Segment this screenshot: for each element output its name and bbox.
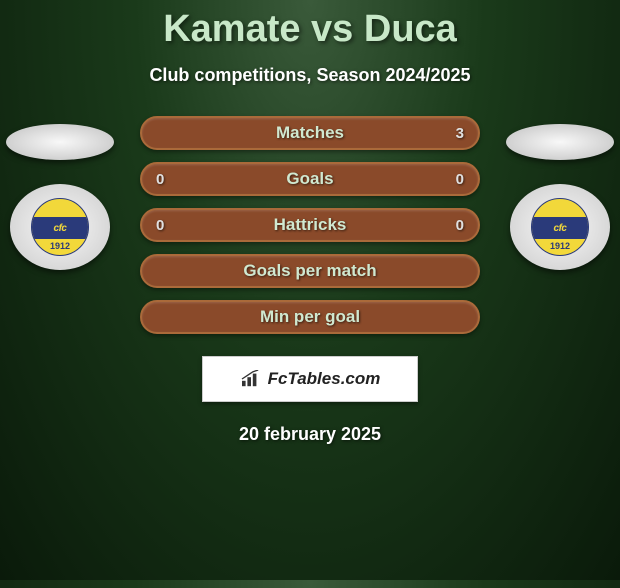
brand-label: FcTables.com bbox=[268, 369, 381, 389]
avatar-placeholder-right bbox=[506, 124, 614, 160]
stat-label: Goals bbox=[286, 169, 333, 189]
club-badge-left: cfc 1912 bbox=[10, 184, 110, 270]
stat-right-value: 0 bbox=[456, 217, 464, 234]
page-subtitle: Club competitions, Season 2024/2025 bbox=[0, 65, 620, 86]
stat-label: Hattricks bbox=[274, 215, 347, 235]
stat-left-value: 0 bbox=[156, 217, 164, 234]
footer-date: 20 february 2025 bbox=[0, 424, 620, 445]
stat-row-goals: 0 Goals 0 bbox=[140, 162, 480, 196]
stat-row-min-per-goal: Min per goal bbox=[140, 300, 480, 334]
stat-row-hattricks: 0 Hattricks 0 bbox=[140, 208, 480, 242]
page-title: Kamate vs Duca bbox=[0, 8, 620, 51]
stat-row-goals-per-match: Goals per match bbox=[140, 254, 480, 288]
club-year-left: 1912 bbox=[32, 241, 88, 251]
stat-left-value: 0 bbox=[156, 171, 164, 188]
stat-label: Min per goal bbox=[260, 307, 360, 327]
club-year-right: 1912 bbox=[532, 241, 588, 251]
club-crest-text-left: cfc bbox=[54, 223, 67, 234]
bar-chart-icon bbox=[240, 370, 262, 388]
club-crest-left: cfc 1912 bbox=[31, 198, 89, 256]
stat-right-value: 3 bbox=[456, 125, 464, 142]
brand-box[interactable]: FcTables.com bbox=[202, 356, 418, 402]
stat-right-value: 0 bbox=[456, 171, 464, 188]
stat-row-matches: Matches 3 bbox=[140, 116, 480, 150]
avatar-placeholder-left bbox=[6, 124, 114, 160]
club-crest-text-right: cfc bbox=[554, 223, 567, 234]
player-right-slot: cfc 1912 bbox=[500, 124, 620, 270]
club-crest-right: cfc 1912 bbox=[531, 198, 589, 256]
player-left-slot: cfc 1912 bbox=[0, 124, 120, 270]
stat-label: Goals per match bbox=[243, 261, 376, 281]
stat-label: Matches bbox=[276, 123, 344, 143]
club-badge-right: cfc 1912 bbox=[510, 184, 610, 270]
